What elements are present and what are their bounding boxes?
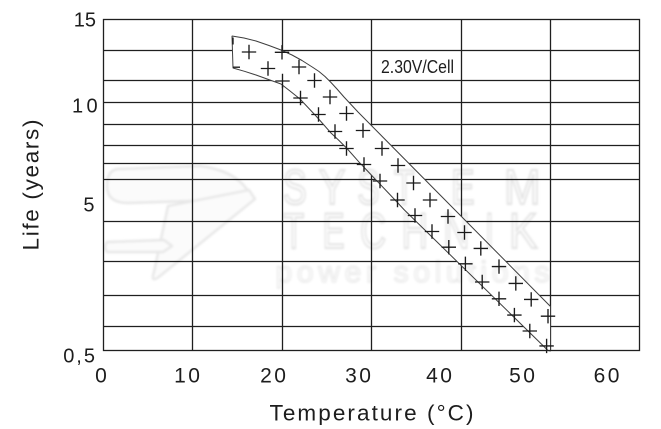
svg-text:40: 40 (426, 364, 454, 387)
svg-text:5: 5 (83, 194, 94, 216)
svg-text:E: E (451, 161, 475, 215)
svg-text:S: S (283, 161, 307, 215)
svg-text:C: C (360, 203, 386, 259)
svg-text:50: 50 (509, 364, 537, 387)
svg-text:S: S (357, 161, 379, 215)
svg-text:0: 0 (95, 364, 109, 387)
svg-text:I: I (485, 203, 494, 259)
svg-text:T: T (394, 161, 415, 215)
svg-text:Temperature (°C): Temperature (°C) (270, 400, 474, 425)
svg-text:N: N (443, 203, 469, 259)
svg-text:10: 10 (72, 95, 101, 117)
svg-text:T: T (283, 203, 304, 259)
svg-text:20: 20 (260, 364, 288, 387)
svg-text:Y: Y (319, 161, 346, 215)
svg-text:H: H (402, 203, 428, 259)
svg-text:60: 60 (594, 364, 622, 387)
svg-text:10: 10 (174, 364, 202, 387)
svg-text:30: 30 (345, 364, 373, 387)
svg-text:power solutions: power solutions (276, 256, 550, 289)
svg-text:2.30V/Cell: 2.30V/Cell (381, 56, 454, 77)
svg-text:M: M (504, 161, 541, 215)
svg-text:E: E (323, 203, 345, 259)
svg-text:0,5: 0,5 (63, 345, 97, 367)
svg-text:K: K (509, 203, 538, 259)
svg-text:15: 15 (74, 9, 96, 31)
